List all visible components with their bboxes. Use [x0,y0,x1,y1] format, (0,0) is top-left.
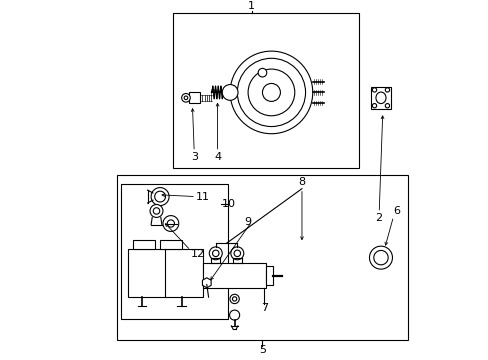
Text: 3: 3 [190,152,197,162]
Text: 5: 5 [259,345,265,355]
Text: 8: 8 [298,177,305,187]
Text: 4: 4 [214,152,221,162]
Circle shape [222,85,238,100]
Bar [370,87,390,109]
Circle shape [229,294,239,303]
Bar [117,175,407,340]
Circle shape [229,310,239,320]
Bar [160,240,181,249]
Text: 11: 11 [196,192,210,202]
Circle shape [230,247,244,260]
Text: 12: 12 [190,249,204,259]
Text: 9: 9 [244,217,251,227]
Bar [203,263,265,288]
Bar [188,93,200,103]
Text: 7: 7 [260,303,267,313]
Circle shape [209,247,222,260]
Bar [133,240,154,249]
Circle shape [258,68,266,77]
Text: 2: 2 [375,213,382,223]
Text: 10: 10 [221,199,235,209]
Text: 1: 1 [248,1,255,11]
Bar [127,249,203,297]
Text: 6: 6 [393,206,400,216]
Bar [265,266,272,285]
Circle shape [181,94,190,102]
Circle shape [150,204,163,217]
Bar [121,184,228,319]
Circle shape [230,51,312,134]
Bar [172,13,359,168]
